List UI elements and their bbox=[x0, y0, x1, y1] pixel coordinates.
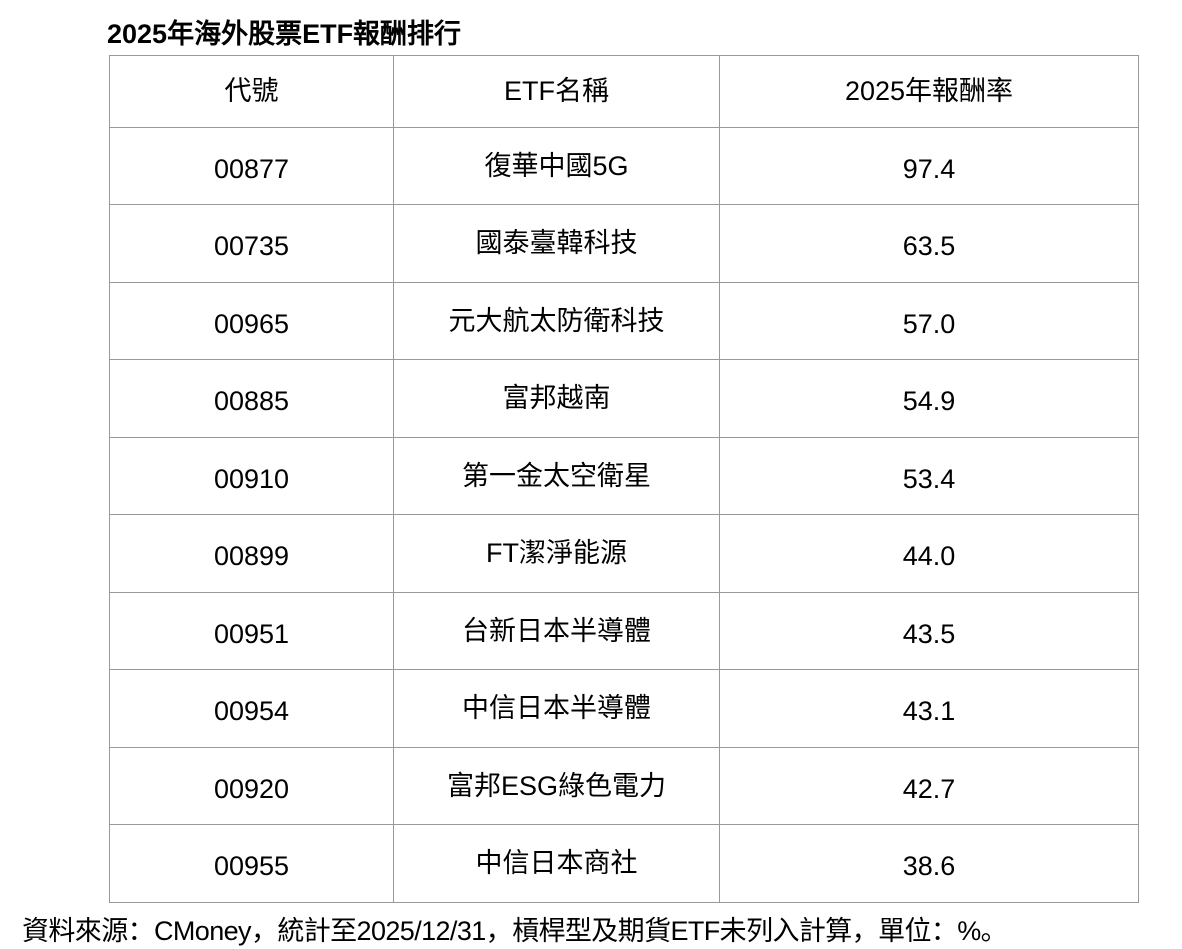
cell-return: 63.5 bbox=[719, 204, 1139, 283]
cell-name: FT潔淨能源 bbox=[393, 514, 720, 593]
header-return: 2025年報酬率 bbox=[719, 55, 1139, 128]
table-title: 2025年海外股票ETF報酬排行 bbox=[107, 19, 462, 49]
cell-return: 43.5 bbox=[719, 591, 1139, 670]
table-row: 00877 復華中國5G 97.4 bbox=[109, 126, 1139, 205]
cell-name: 國泰臺韓科技 bbox=[393, 204, 720, 283]
cell-return: 43.1 bbox=[719, 669, 1139, 748]
cell-code: 00955 bbox=[109, 824, 394, 903]
table-row: 00951 台新日本半導體 43.5 bbox=[109, 591, 1139, 670]
cell-return: 38.6 bbox=[719, 824, 1139, 903]
table-row: 00954 中信日本半導體 43.1 bbox=[109, 669, 1139, 748]
cell-code: 00910 bbox=[109, 436, 394, 515]
cell-return: 42.7 bbox=[719, 746, 1139, 825]
table-row: 00955 中信日本商社 38.6 bbox=[109, 824, 1139, 903]
cell-code: 00885 bbox=[109, 359, 394, 438]
cell-code: 00920 bbox=[109, 746, 394, 825]
cell-return: 57.0 bbox=[719, 281, 1139, 360]
cell-code: 00954 bbox=[109, 669, 394, 748]
cell-return: 44.0 bbox=[719, 514, 1139, 593]
cell-name: 台新日本半導體 bbox=[393, 591, 720, 670]
cell-name: 富邦越南 bbox=[393, 359, 720, 438]
cell-name: 中信日本半導體 bbox=[393, 669, 720, 748]
table-header-row: 代號 ETF名稱 2025年報酬率 bbox=[109, 55, 1139, 128]
table-row: 00899 FT潔淨能源 44.0 bbox=[109, 514, 1139, 593]
cell-code: 00965 bbox=[109, 281, 394, 360]
cell-code: 00899 bbox=[109, 514, 394, 593]
table-row: 00910 第一金太空衛星 53.4 bbox=[109, 436, 1139, 515]
cell-return: 53.4 bbox=[719, 436, 1139, 515]
cell-name: 中信日本商社 bbox=[393, 824, 720, 903]
table-row: 00920 富邦ESG綠色電力 42.7 bbox=[109, 746, 1139, 825]
cell-code: 00951 bbox=[109, 591, 394, 670]
table-row: 00885 富邦越南 54.9 bbox=[109, 359, 1139, 438]
table-row: 00965 元大航太防衛科技 57.0 bbox=[109, 281, 1139, 360]
cell-code: 00877 bbox=[109, 126, 394, 205]
header-code: 代號 bbox=[109, 55, 394, 128]
etf-return-table: 代號 ETF名稱 2025年報酬率 00877 復華中國5G 97.4 00735 國泰… bbox=[109, 55, 1139, 903]
cell-code: 00735 bbox=[109, 204, 394, 283]
cell-name: 富邦ESG綠色電力 bbox=[393, 746, 720, 825]
table-row: 00735 國泰臺韓科技 63.5 bbox=[109, 204, 1139, 283]
footnote: 資料來源：CMoney，統計至2025/12/31，槓桿型及期貨ETF未列入計算… bbox=[22, 915, 1008, 946]
cell-return: 97.4 bbox=[719, 126, 1139, 205]
cell-name: 第一金太空衛星 bbox=[393, 436, 720, 515]
header-name: ETF名稱 bbox=[393, 55, 720, 128]
cell-name: 元大航太防衛科技 bbox=[393, 281, 720, 360]
cell-return: 54.9 bbox=[719, 359, 1139, 438]
cell-name: 復華中國5G bbox=[393, 126, 720, 205]
